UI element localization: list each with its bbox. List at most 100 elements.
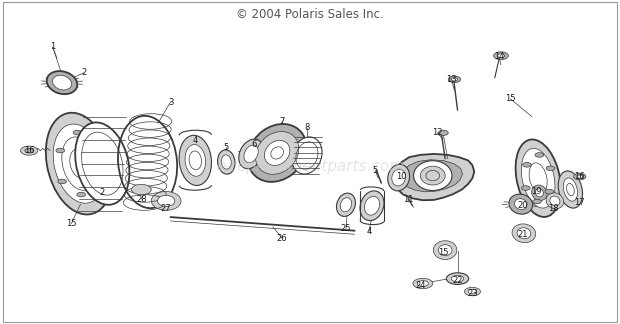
Circle shape	[546, 166, 555, 171]
Text: 4: 4	[193, 136, 198, 145]
Ellipse shape	[221, 155, 231, 169]
Text: 22: 22	[453, 276, 463, 285]
Text: 2: 2	[100, 188, 105, 197]
Text: 15: 15	[438, 248, 448, 257]
Text: 20: 20	[518, 201, 528, 210]
Ellipse shape	[218, 150, 235, 174]
Ellipse shape	[438, 245, 452, 256]
Ellipse shape	[414, 161, 452, 191]
Ellipse shape	[248, 124, 306, 182]
Ellipse shape	[515, 199, 527, 210]
Ellipse shape	[185, 145, 206, 176]
Ellipse shape	[433, 241, 457, 260]
Circle shape	[58, 179, 66, 184]
Circle shape	[468, 289, 477, 294]
Polygon shape	[401, 160, 463, 192]
Text: 23: 23	[467, 289, 478, 298]
Circle shape	[451, 78, 458, 81]
Circle shape	[545, 189, 554, 194]
Ellipse shape	[564, 178, 577, 201]
Text: 11: 11	[403, 195, 413, 204]
Polygon shape	[394, 154, 474, 200]
Circle shape	[413, 278, 433, 289]
Text: 1: 1	[50, 42, 55, 52]
Ellipse shape	[244, 145, 259, 163]
Circle shape	[577, 175, 583, 178]
Circle shape	[523, 163, 531, 167]
Circle shape	[92, 144, 101, 148]
Ellipse shape	[264, 140, 290, 166]
Ellipse shape	[550, 196, 560, 206]
Text: © 2004 Polaris Sales Inc.: © 2004 Polaris Sales Inc.	[236, 8, 384, 21]
Text: 17: 17	[574, 198, 585, 207]
Text: 26: 26	[277, 234, 288, 243]
Ellipse shape	[546, 193, 564, 209]
Text: 5: 5	[373, 166, 378, 175]
Ellipse shape	[46, 113, 113, 214]
Text: 21: 21	[518, 230, 528, 239]
Ellipse shape	[512, 224, 536, 243]
Ellipse shape	[157, 195, 175, 206]
Circle shape	[494, 52, 508, 60]
Ellipse shape	[75, 122, 130, 205]
Circle shape	[451, 275, 464, 282]
Text: 18: 18	[548, 204, 559, 214]
Ellipse shape	[46, 71, 78, 94]
Circle shape	[94, 175, 103, 179]
Text: 3: 3	[168, 98, 173, 107]
Text: 7: 7	[280, 117, 285, 126]
Circle shape	[521, 186, 530, 190]
Circle shape	[497, 54, 505, 58]
Circle shape	[574, 173, 586, 180]
Circle shape	[533, 199, 541, 204]
Ellipse shape	[420, 166, 445, 185]
Circle shape	[77, 192, 86, 197]
Ellipse shape	[239, 139, 264, 169]
Text: e-replacementparts.com: e-replacementparts.com	[216, 159, 404, 174]
Ellipse shape	[392, 169, 405, 186]
Text: 10: 10	[397, 172, 407, 181]
Ellipse shape	[365, 196, 379, 215]
Circle shape	[535, 153, 544, 157]
Circle shape	[446, 273, 469, 284]
Ellipse shape	[255, 132, 299, 174]
Ellipse shape	[340, 198, 352, 212]
Ellipse shape	[179, 135, 211, 185]
Ellipse shape	[388, 164, 410, 191]
Ellipse shape	[516, 139, 560, 217]
Ellipse shape	[558, 171, 583, 208]
Circle shape	[438, 130, 448, 135]
Text: 28: 28	[136, 195, 147, 204]
Text: 15: 15	[66, 219, 76, 228]
Text: 27: 27	[161, 204, 172, 214]
Ellipse shape	[53, 75, 71, 90]
Text: 6: 6	[252, 140, 257, 149]
Ellipse shape	[292, 137, 322, 174]
Ellipse shape	[151, 191, 181, 210]
Circle shape	[73, 130, 82, 135]
Ellipse shape	[535, 189, 544, 197]
Ellipse shape	[517, 228, 531, 239]
Ellipse shape	[360, 191, 384, 221]
Text: 19: 19	[531, 187, 541, 196]
Text: 12: 12	[432, 128, 442, 137]
Circle shape	[20, 146, 38, 155]
Circle shape	[56, 148, 64, 153]
Text: 25: 25	[341, 224, 351, 233]
Text: 15: 15	[505, 94, 515, 103]
Text: 8: 8	[304, 123, 309, 133]
Text: 5: 5	[224, 143, 229, 152]
Ellipse shape	[521, 148, 555, 208]
Text: 14: 14	[494, 52, 504, 61]
Text: 16: 16	[574, 172, 585, 181]
Text: 2: 2	[81, 68, 86, 77]
Text: 13: 13	[446, 75, 457, 84]
Circle shape	[417, 281, 428, 286]
Text: 16: 16	[24, 146, 35, 155]
Ellipse shape	[509, 194, 533, 214]
Circle shape	[464, 287, 480, 296]
Circle shape	[25, 148, 33, 153]
Text: 4: 4	[366, 227, 371, 236]
Ellipse shape	[337, 193, 355, 216]
Text: 24: 24	[415, 281, 425, 290]
